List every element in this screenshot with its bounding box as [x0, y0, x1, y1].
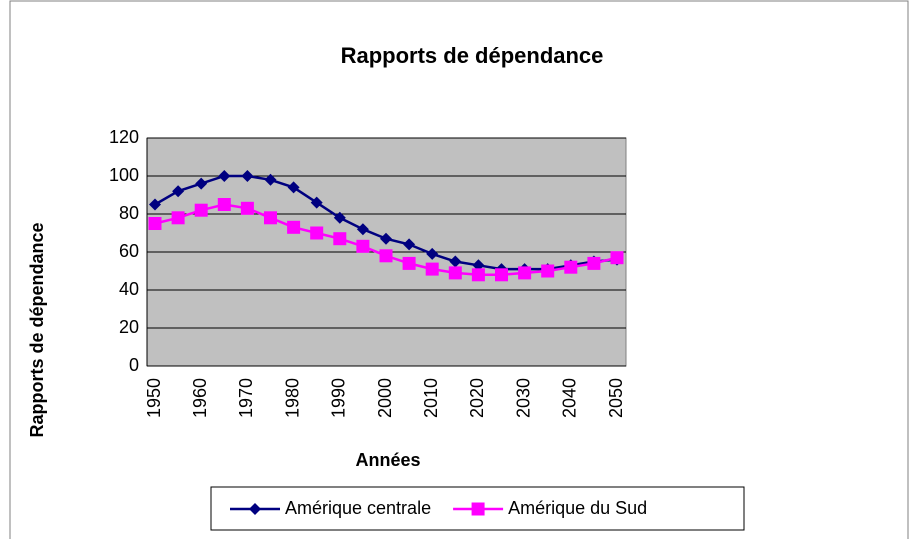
x-tick-label: 1990 — [329, 378, 349, 418]
data-point — [587, 256, 601, 270]
data-point — [564, 260, 578, 274]
y-tick-label: 60 — [119, 241, 139, 261]
x-tick-label: 1950 — [144, 378, 164, 418]
data-point — [333, 232, 347, 246]
y-tick-label: 40 — [119, 279, 139, 299]
data-point — [171, 211, 185, 225]
data-point — [241, 170, 254, 182]
data-point — [449, 255, 462, 268]
data-point — [379, 249, 393, 263]
y-tick-label: 80 — [119, 203, 139, 223]
data-point — [402, 256, 416, 270]
data-point — [264, 173, 277, 186]
data-point — [403, 238, 416, 251]
data-point — [195, 177, 208, 190]
data-point — [333, 211, 346, 224]
data-point — [310, 226, 324, 240]
data-point — [448, 266, 462, 280]
x-tick-label: 2040 — [560, 378, 580, 418]
y-axis-label: Rapports de dépendance — [27, 222, 47, 437]
x-axis-label: Années — [355, 450, 420, 470]
data-point — [194, 203, 208, 217]
data-point — [218, 170, 231, 182]
legend-label: Amérique centrale — [285, 498, 431, 518]
data-point — [356, 223, 369, 236]
data-point — [264, 211, 277, 225]
data-point — [172, 185, 185, 198]
x-tick-label: 2000 — [375, 378, 395, 418]
y-tick-label: 120 — [109, 127, 139, 147]
x-tick-label: 1960 — [190, 378, 210, 418]
y-tick-label: 20 — [119, 317, 139, 337]
data-point — [541, 264, 555, 278]
x-tick-label: 1970 — [236, 378, 256, 418]
data-point — [610, 251, 624, 265]
data-point — [425, 262, 439, 276]
data-point — [426, 247, 439, 260]
x-tick-label: 2050 — [606, 378, 626, 418]
chart-title: Rapports de dépendance — [341, 43, 604, 68]
legend-label: Amérique du Sud — [508, 498, 647, 518]
data-point — [310, 196, 323, 209]
data-point — [149, 198, 161, 211]
legend-marker — [249, 503, 261, 515]
data-point — [240, 201, 254, 215]
data-point — [287, 220, 301, 234]
data-point — [495, 268, 508, 282]
y-tick-label: 0 — [129, 355, 139, 375]
data-point — [356, 239, 370, 253]
legend-marker — [471, 502, 485, 516]
data-point — [217, 198, 231, 211]
data-point — [287, 181, 300, 194]
x-tick-label: 2010 — [421, 378, 441, 418]
data-point — [518, 266, 532, 280]
y-tick-label: 100 — [109, 165, 139, 185]
data-point — [380, 232, 392, 245]
x-tick-label: 2020 — [467, 378, 487, 418]
x-tick-label: 2030 — [513, 378, 533, 418]
data-point — [148, 217, 162, 230]
data-point — [471, 268, 485, 282]
x-tick-label: 1980 — [282, 378, 302, 418]
